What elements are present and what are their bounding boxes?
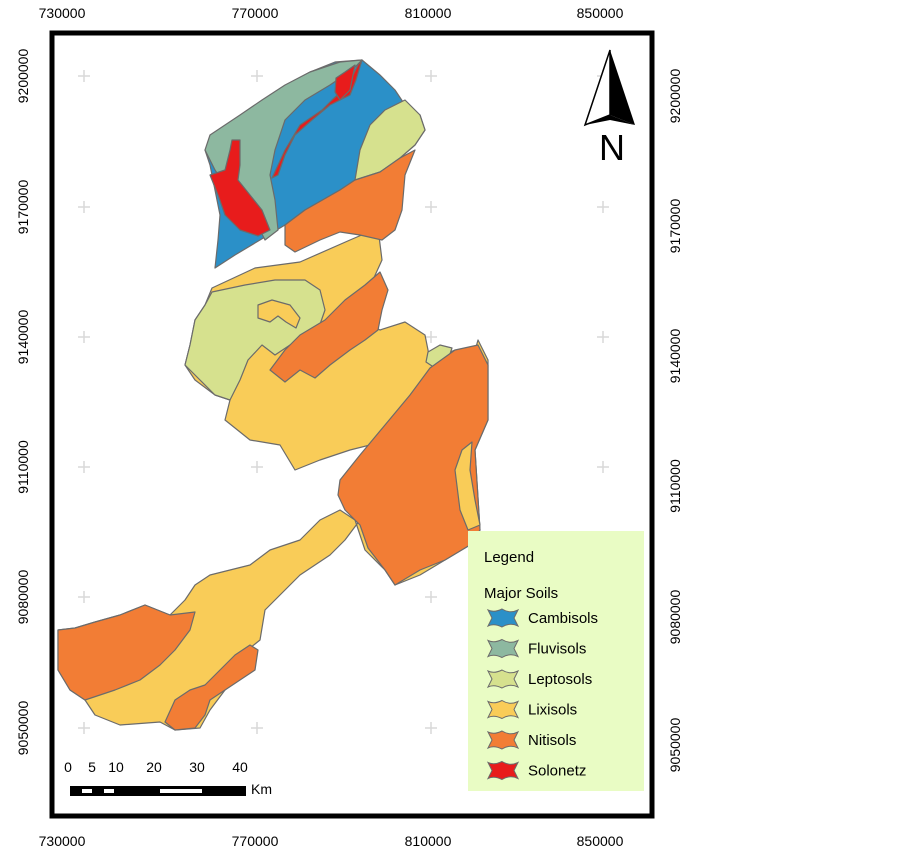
solonetz-area (209, 139, 271, 237)
legend-swatch (486, 760, 520, 781)
nitisols-area (284, 149, 416, 253)
legend-swatch (486, 730, 520, 750)
legend-item: Lixisols (486, 699, 577, 720)
legend-label: Fluvisols (528, 641, 586, 658)
y-tick-label: 9080000 (15, 570, 31, 625)
nitisols-area (269, 271, 389, 383)
scale-label: 30 (189, 759, 205, 775)
legend-label: Nitisols (528, 732, 576, 749)
legend-background (468, 531, 644, 791)
legend-swatch (486, 699, 520, 720)
x-tick-label: 850000 (577, 833, 624, 849)
legend-item: Fluvisols (486, 638, 586, 659)
legend-swatch (486, 669, 520, 689)
x-axis-top-labels: 730000 770000 810000 850000 (39, 5, 624, 21)
north-arrow: N (583, 49, 635, 168)
legend-item: Solonetz (486, 760, 586, 781)
legend-swatch (486, 608, 520, 628)
scale-bar: 0 5 10 20 30 40 Km (64, 759, 272, 797)
x-tick-label: 770000 (232, 833, 279, 849)
nitisols-area (164, 644, 259, 731)
north-label: N (599, 127, 625, 168)
scale-label: 10 (108, 759, 124, 775)
solonetz-area (334, 64, 356, 101)
legend-item: Nitisols (486, 730, 576, 750)
y-tick-label: 9140000 (15, 310, 31, 365)
x-tick-label: 770000 (232, 5, 279, 21)
legend-label: Cambisols (528, 610, 598, 627)
scale-unit: Km (251, 781, 272, 797)
legend-label: Solonetz (528, 763, 586, 780)
legend: Legend Major Soils Cambisols Fluvisols Lep… (468, 531, 644, 791)
scale-label: 0 (64, 759, 72, 775)
scale-label: 40 (232, 759, 248, 775)
legend-item: Leptosols (486, 669, 592, 689)
nitisols-area (57, 604, 196, 701)
y-tick-label: 9170000 (15, 180, 31, 235)
x-axis-bottom-labels: 730000 770000 810000 850000 (39, 833, 624, 849)
legend-swatch (486, 638, 520, 659)
legend-label: Lixisols (528, 702, 577, 719)
y-axis-right-labels: 9200000 9170000 9140000 9110000 9080000 … (667, 69, 683, 773)
legend-label: Leptosols (528, 671, 592, 688)
scale-label: 20 (146, 759, 162, 775)
x-tick-label: 730000 (39, 833, 86, 849)
y-tick-label: 9080000 (667, 590, 683, 645)
x-tick-label: 810000 (405, 833, 452, 849)
legend-subtitle: Major Soils (484, 585, 558, 602)
y-tick-label: 9200000 (667, 69, 683, 124)
nitisols-area (337, 344, 489, 586)
scale-label: 5 (88, 759, 96, 775)
y-axis-left-labels: 9200000 9170000 9140000 9110000 9080000 … (15, 49, 31, 756)
y-tick-label: 9140000 (667, 329, 683, 384)
x-tick-label: 810000 (405, 5, 452, 21)
solonetz-area (271, 59, 363, 179)
x-tick-label: 730000 (39, 5, 86, 21)
lixisols-area (257, 299, 301, 329)
y-tick-label: 9110000 (667, 459, 683, 513)
y-tick-label: 9170000 (667, 199, 683, 254)
x-tick-label: 850000 (577, 5, 624, 21)
y-tick-label: 9110000 (15, 440, 31, 494)
y-tick-label: 9200000 (15, 49, 31, 104)
lixisols-area (454, 441, 481, 531)
y-tick-label: 9050000 (15, 701, 31, 756)
legend-title: Legend (484, 549, 534, 566)
soil-polygons (57, 59, 489, 731)
y-tick-label: 9050000 (667, 718, 683, 773)
legend-item: Cambisols (486, 608, 598, 628)
